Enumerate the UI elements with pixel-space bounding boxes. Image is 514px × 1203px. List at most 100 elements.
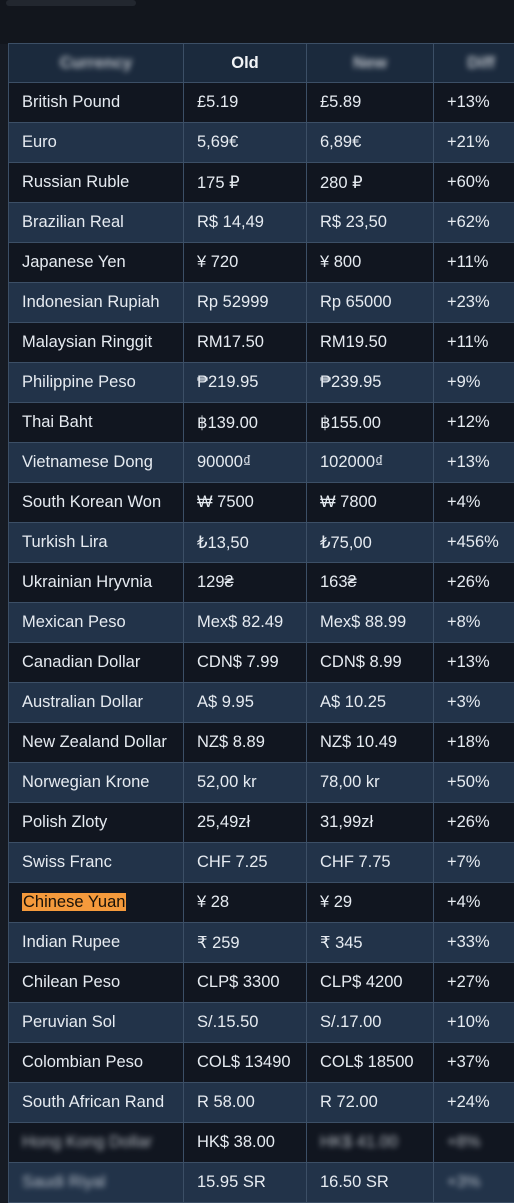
diff-cell-text: +13%: [447, 653, 490, 671]
currency-cell-text: Hong Kong Dollar: [22, 1133, 152, 1151]
currency-cell: Thai Baht: [9, 403, 184, 443]
diff-cell: +23%: [434, 283, 514, 323]
old-price-cell: CDN$ 7.99: [184, 643, 307, 683]
diff-cell: +3%: [434, 1163, 514, 1203]
currency-cell-text: Ukrainian Hryvnia: [22, 573, 152, 591]
diff-cell-text: +21%: [447, 133, 490, 151]
currency-cell: Malaysian Ringgit: [9, 323, 184, 363]
diff-cell-text: +62%: [447, 213, 490, 231]
new-price-cell-text: 78,00 kr: [320, 773, 380, 791]
currency-cell-text: Saudi Riyal: [22, 1173, 105, 1191]
currency-cell: Indian Rupee: [9, 923, 184, 963]
diff-cell-text: +50%: [447, 773, 490, 791]
new-price-cell-text: NZ$ 10.49: [320, 733, 397, 751]
diff-cell: +62%: [434, 203, 514, 243]
currency-cell: Euro: [9, 123, 184, 163]
old-price-cell-text: 15.95 SR: [197, 1173, 266, 1191]
diff-cell: +7%: [434, 843, 514, 883]
old-price-cell-text: ₩ 7500: [197, 493, 254, 511]
currency-cell: Philippine Peso: [9, 363, 184, 403]
table-row: Indian Rupee₹ 259 ₹ 345 +33%: [9, 923, 514, 963]
diff-cell-text: +11%: [447, 333, 488, 351]
currency-cell: South Korean Won: [9, 483, 184, 523]
diff-cell-text: +33%: [447, 933, 490, 951]
diff-cell: +8%: [434, 1123, 514, 1163]
header-new: New: [307, 44, 434, 83]
currency-cell-text: Indonesian Rupiah: [22, 293, 160, 311]
old-price-cell-text: ฿139.00: [197, 414, 258, 432]
diff-cell-text: +4%: [447, 493, 480, 511]
diff-cell-text: +26%: [447, 813, 490, 831]
old-price-cell-text: ₺13,50: [197, 534, 249, 552]
currency-cell-text: South African Rand: [22, 1093, 164, 1111]
currency-cell-text: Peruvian Sol: [22, 1013, 116, 1031]
old-price-cell-text: 5,69€: [197, 133, 238, 151]
currency-cell-text: Polish Zloty: [22, 813, 107, 831]
old-price-cell: CLP$ 3300: [184, 963, 307, 1003]
currency-cell: Brazilian Real: [9, 203, 184, 243]
old-price-cell: NZ$ 8.89: [184, 723, 307, 763]
table-row: South Korean Won₩ 7500₩ 7800+4%: [9, 483, 514, 523]
new-price-cell: 6,89€: [307, 123, 434, 163]
diff-cell-text: +11%: [447, 253, 488, 271]
currency-cell: British Pound: [9, 83, 184, 123]
old-price-cell-text: £5.19: [197, 93, 238, 111]
diff-cell-text: +4%: [447, 893, 480, 911]
new-price-cell-text: ₱239.95: [320, 373, 381, 391]
diff-cell: +13%: [434, 83, 514, 123]
header-currency: Currency: [9, 44, 184, 83]
new-price-cell-text: R 72.00: [320, 1093, 378, 1111]
new-price-cell-text: 16.50 SR: [320, 1173, 389, 1191]
new-price-cell: R$ 23,50: [307, 203, 434, 243]
old-price-cell-text: RM17.50: [197, 333, 264, 351]
old-price-cell-text: CHF 7.25: [197, 853, 268, 871]
currency-cell-text: British Pound: [22, 93, 120, 111]
currency-cell: Hong Kong Dollar: [9, 1123, 184, 1163]
currency-cell-text: Swiss Franc: [22, 853, 112, 871]
new-price-cell-text: ₺75,00: [320, 534, 372, 552]
diff-cell-text: +13%: [447, 93, 490, 111]
old-price-cell: 25,49zł: [184, 803, 307, 843]
currency-cell: Colombian Peso: [9, 1043, 184, 1083]
table-row: Chinese Yuan¥ 28¥ 29+4%: [9, 883, 514, 923]
old-price-cell: ฿139.00: [184, 403, 307, 443]
old-price-cell-text: 25,49zł: [197, 813, 250, 831]
currency-cell-text: New Zealand Dollar: [22, 733, 167, 751]
currency-cell: Swiss Franc: [9, 843, 184, 883]
old-price-cell-text: Mex$ 82.49: [197, 613, 283, 631]
new-price-cell: 102000₫: [307, 443, 434, 483]
diff-cell: +24%: [434, 1083, 514, 1123]
currency-cell: Peruvian Sol: [9, 1003, 184, 1043]
new-price-cell-text: S/.17.00: [320, 1013, 381, 1031]
new-price-cell: £5.89: [307, 83, 434, 123]
old-price-cell: ₹ 259: [184, 923, 307, 963]
currency-cell: Vietnamese Dong: [9, 443, 184, 483]
old-price-cell: CHF 7.25: [184, 843, 307, 883]
old-price-cell: 129₴: [184, 563, 307, 603]
diff-cell-text: +27%: [447, 973, 490, 991]
currency-cell: Australian Dollar: [9, 683, 184, 723]
old-price-cell: HK$ 38.00: [184, 1123, 307, 1163]
currency-cell: Canadian Dollar: [9, 643, 184, 683]
new-price-cell: ¥ 29: [307, 883, 434, 923]
old-price-cell-text: 175 ₽: [197, 174, 240, 192]
new-price-cell: ¥ 800: [307, 243, 434, 283]
diff-cell: +18%: [434, 723, 514, 763]
new-price-cell-text: ₹ 345: [320, 934, 363, 952]
new-price-cell: R 72.00: [307, 1083, 434, 1123]
currency-cell-text: Canadian Dollar: [22, 653, 140, 671]
blurred-caption: [6, 0, 136, 6]
diff-cell: +26%: [434, 563, 514, 603]
currency-cell: Chinese Yuan: [9, 883, 184, 923]
diff-cell: +27%: [434, 963, 514, 1003]
old-price-cell-text: Rp 52999: [197, 293, 269, 311]
new-price-cell-text: 280 ₽: [320, 174, 363, 192]
new-price-cell: CLP$ 4200: [307, 963, 434, 1003]
currency-cell: New Zealand Dollar: [9, 723, 184, 763]
diff-cell: +4%: [434, 483, 514, 523]
currency-cell: Saudi Riyal: [9, 1163, 184, 1203]
new-price-cell-text: R$ 23,50: [320, 213, 387, 231]
